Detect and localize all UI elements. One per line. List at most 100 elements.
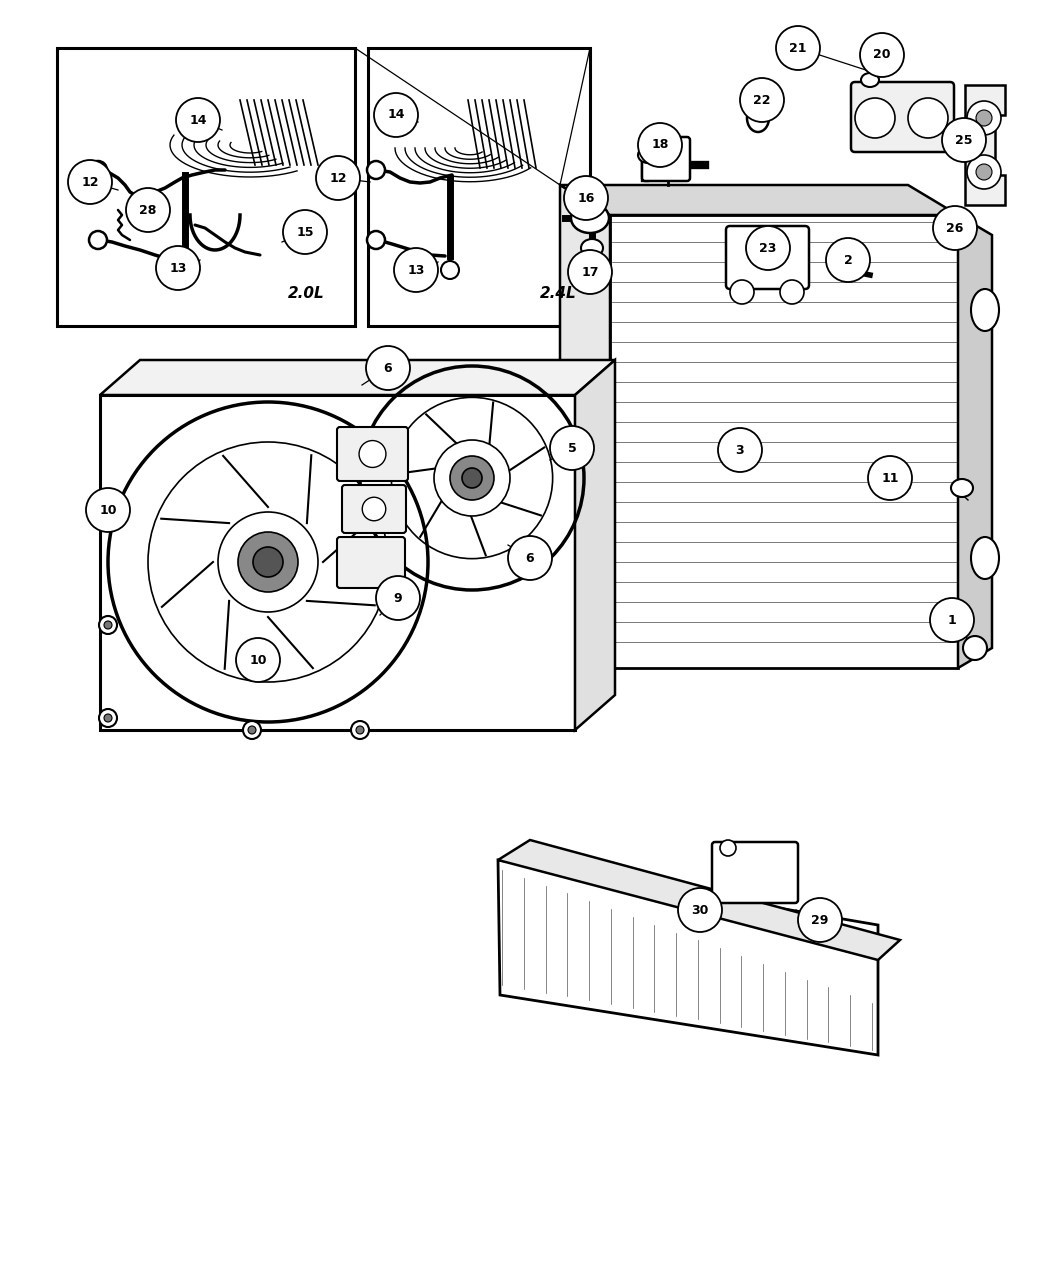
Circle shape	[99, 504, 117, 521]
Circle shape	[86, 488, 130, 532]
Text: 21: 21	[790, 42, 806, 55]
Circle shape	[351, 720, 369, 739]
Circle shape	[104, 714, 112, 722]
Circle shape	[550, 426, 594, 470]
Circle shape	[933, 207, 977, 250]
Circle shape	[156, 246, 200, 289]
Text: 10: 10	[249, 654, 267, 667]
Text: 2.0L: 2.0L	[288, 286, 324, 301]
Text: 13: 13	[169, 261, 187, 274]
Polygon shape	[498, 861, 878, 1054]
Polygon shape	[965, 85, 1005, 205]
FancyBboxPatch shape	[337, 427, 408, 481]
Circle shape	[68, 159, 112, 204]
Ellipse shape	[971, 537, 999, 579]
Circle shape	[963, 636, 987, 660]
Circle shape	[284, 210, 327, 254]
Polygon shape	[958, 215, 992, 668]
Circle shape	[798, 898, 842, 942]
Circle shape	[253, 547, 284, 578]
Circle shape	[362, 497, 385, 520]
Circle shape	[678, 887, 722, 932]
Text: 23: 23	[759, 241, 777, 255]
Circle shape	[860, 33, 904, 76]
Circle shape	[730, 280, 754, 303]
Text: 12: 12	[81, 176, 99, 189]
Text: 6: 6	[526, 552, 534, 565]
Ellipse shape	[833, 260, 858, 280]
Text: 14: 14	[387, 108, 404, 121]
Text: 12: 12	[330, 172, 346, 185]
Text: 17: 17	[582, 265, 598, 278]
Circle shape	[104, 621, 112, 629]
Text: 28: 28	[140, 204, 156, 217]
Circle shape	[780, 280, 804, 303]
Circle shape	[104, 507, 112, 516]
Ellipse shape	[971, 289, 999, 332]
Circle shape	[718, 428, 762, 472]
Polygon shape	[498, 840, 900, 960]
FancyBboxPatch shape	[653, 138, 685, 159]
Text: 22: 22	[753, 93, 771, 107]
Circle shape	[508, 536, 552, 580]
Circle shape	[564, 176, 608, 221]
Ellipse shape	[747, 105, 769, 133]
Ellipse shape	[951, 224, 969, 238]
Circle shape	[967, 101, 1001, 135]
Text: 25: 25	[956, 134, 972, 147]
Circle shape	[450, 456, 494, 500]
Text: 16: 16	[578, 191, 594, 204]
Circle shape	[740, 78, 784, 122]
Text: 6: 6	[383, 362, 393, 375]
FancyBboxPatch shape	[368, 48, 590, 326]
Circle shape	[126, 187, 170, 232]
Circle shape	[366, 346, 410, 390]
FancyBboxPatch shape	[57, 48, 355, 326]
Circle shape	[359, 441, 386, 468]
Circle shape	[316, 156, 360, 200]
Polygon shape	[560, 185, 610, 668]
Circle shape	[568, 250, 612, 295]
FancyBboxPatch shape	[342, 484, 406, 533]
FancyBboxPatch shape	[712, 842, 798, 903]
Ellipse shape	[581, 238, 603, 258]
Text: 13: 13	[407, 264, 424, 277]
Text: 2: 2	[843, 254, 853, 266]
Circle shape	[218, 513, 318, 612]
Text: 18: 18	[651, 139, 669, 152]
Ellipse shape	[571, 203, 609, 233]
Circle shape	[976, 164, 992, 180]
Ellipse shape	[638, 147, 658, 163]
Polygon shape	[575, 360, 615, 731]
Text: 2.4L: 2.4L	[540, 286, 576, 301]
Polygon shape	[100, 395, 575, 731]
Circle shape	[462, 468, 482, 488]
Circle shape	[720, 840, 736, 856]
Circle shape	[238, 532, 298, 592]
Circle shape	[746, 226, 790, 270]
Circle shape	[434, 440, 510, 516]
Circle shape	[99, 616, 117, 634]
Circle shape	[374, 93, 418, 136]
Text: 5: 5	[568, 441, 576, 454]
Text: 26: 26	[946, 222, 964, 235]
Circle shape	[368, 231, 385, 249]
Circle shape	[855, 98, 895, 138]
Circle shape	[89, 161, 107, 179]
Circle shape	[976, 110, 992, 126]
Ellipse shape	[861, 73, 879, 87]
FancyBboxPatch shape	[337, 537, 405, 588]
Circle shape	[99, 709, 117, 727]
Text: 30: 30	[691, 904, 709, 917]
Text: 11: 11	[881, 472, 899, 484]
Polygon shape	[560, 185, 958, 215]
Circle shape	[942, 119, 986, 162]
Text: 9: 9	[394, 592, 402, 604]
FancyBboxPatch shape	[642, 136, 690, 181]
Circle shape	[89, 231, 107, 249]
Text: 29: 29	[812, 913, 828, 927]
Circle shape	[356, 725, 364, 734]
Circle shape	[248, 725, 256, 734]
Circle shape	[967, 156, 1001, 189]
Polygon shape	[610, 215, 958, 668]
